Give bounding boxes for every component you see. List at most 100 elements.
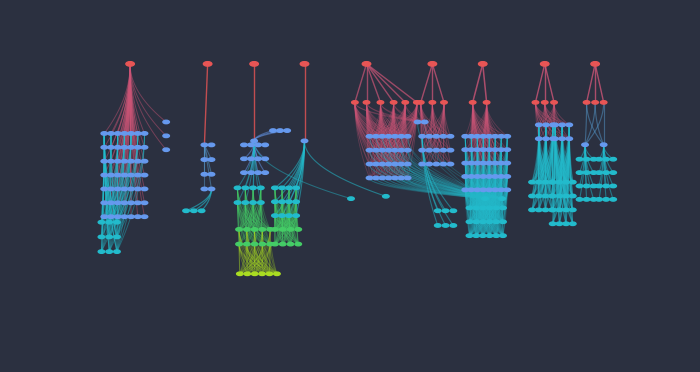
Circle shape	[134, 201, 141, 205]
Circle shape	[237, 272, 243, 276]
Circle shape	[405, 135, 411, 138]
Circle shape	[590, 198, 597, 201]
Circle shape	[421, 120, 428, 124]
Circle shape	[433, 162, 440, 166]
Circle shape	[563, 222, 569, 225]
Circle shape	[440, 135, 447, 138]
Circle shape	[272, 243, 278, 246]
Circle shape	[251, 272, 258, 276]
Circle shape	[603, 171, 610, 174]
Circle shape	[474, 135, 480, 138]
Circle shape	[244, 243, 250, 246]
Circle shape	[493, 234, 500, 237]
Circle shape	[447, 162, 454, 166]
Circle shape	[556, 194, 563, 198]
Circle shape	[442, 209, 449, 212]
Circle shape	[293, 186, 300, 190]
Circle shape	[556, 180, 563, 184]
Circle shape	[101, 187, 108, 191]
Circle shape	[596, 198, 602, 201]
Circle shape	[480, 188, 486, 192]
Circle shape	[601, 143, 607, 147]
Circle shape	[300, 62, 309, 66]
Circle shape	[141, 132, 148, 135]
Circle shape	[500, 234, 506, 237]
Circle shape	[603, 157, 610, 161]
Circle shape	[462, 175, 468, 178]
Circle shape	[433, 148, 440, 152]
Circle shape	[486, 175, 493, 178]
Circle shape	[101, 160, 108, 163]
Circle shape	[383, 195, 389, 198]
Circle shape	[255, 157, 261, 160]
Circle shape	[498, 161, 505, 165]
Circle shape	[114, 145, 121, 149]
Circle shape	[141, 215, 148, 218]
Circle shape	[550, 208, 556, 212]
Circle shape	[259, 228, 265, 231]
Circle shape	[98, 221, 105, 224]
Circle shape	[208, 187, 215, 191]
Circle shape	[492, 161, 498, 165]
Circle shape	[601, 101, 607, 104]
Circle shape	[610, 184, 617, 188]
Circle shape	[163, 120, 169, 124]
Circle shape	[101, 173, 108, 177]
Circle shape	[234, 186, 241, 190]
Circle shape	[163, 134, 169, 138]
Circle shape	[236, 243, 242, 246]
Circle shape	[113, 250, 120, 253]
Circle shape	[128, 201, 134, 205]
Circle shape	[392, 162, 398, 166]
Circle shape	[276, 129, 284, 132]
Circle shape	[542, 123, 550, 126]
Circle shape	[108, 132, 114, 135]
Circle shape	[258, 186, 264, 190]
Circle shape	[128, 145, 134, 149]
Circle shape	[398, 176, 405, 180]
Circle shape	[466, 234, 473, 237]
Circle shape	[267, 243, 274, 246]
Circle shape	[591, 62, 599, 66]
Circle shape	[101, 201, 108, 205]
Circle shape	[128, 215, 134, 218]
Circle shape	[183, 209, 189, 212]
Circle shape	[236, 228, 242, 231]
Circle shape	[468, 148, 475, 151]
Circle shape	[528, 180, 536, 184]
Circle shape	[295, 228, 302, 231]
Circle shape	[552, 137, 559, 141]
Circle shape	[259, 272, 265, 276]
Circle shape	[121, 187, 127, 191]
Circle shape	[141, 145, 148, 149]
Circle shape	[267, 228, 274, 231]
Circle shape	[480, 148, 486, 151]
Circle shape	[385, 148, 392, 152]
Circle shape	[429, 101, 435, 104]
Circle shape	[504, 161, 510, 165]
Circle shape	[279, 186, 285, 190]
Circle shape	[363, 101, 370, 104]
Circle shape	[208, 158, 215, 161]
Circle shape	[480, 220, 486, 224]
Circle shape	[251, 243, 258, 246]
Circle shape	[279, 243, 286, 246]
Circle shape	[493, 206, 500, 210]
Circle shape	[295, 243, 302, 246]
Circle shape	[108, 160, 114, 163]
Circle shape	[492, 148, 498, 151]
Circle shape	[114, 201, 121, 205]
Circle shape	[293, 214, 300, 217]
Circle shape	[108, 173, 114, 177]
Circle shape	[450, 209, 456, 212]
Circle shape	[462, 188, 468, 192]
Circle shape	[592, 101, 598, 104]
Circle shape	[414, 101, 420, 104]
Circle shape	[504, 188, 510, 192]
Circle shape	[284, 129, 290, 132]
Circle shape	[106, 221, 113, 224]
Circle shape	[402, 101, 409, 104]
Circle shape	[201, 143, 208, 147]
Circle shape	[576, 184, 583, 188]
Circle shape	[435, 224, 441, 227]
